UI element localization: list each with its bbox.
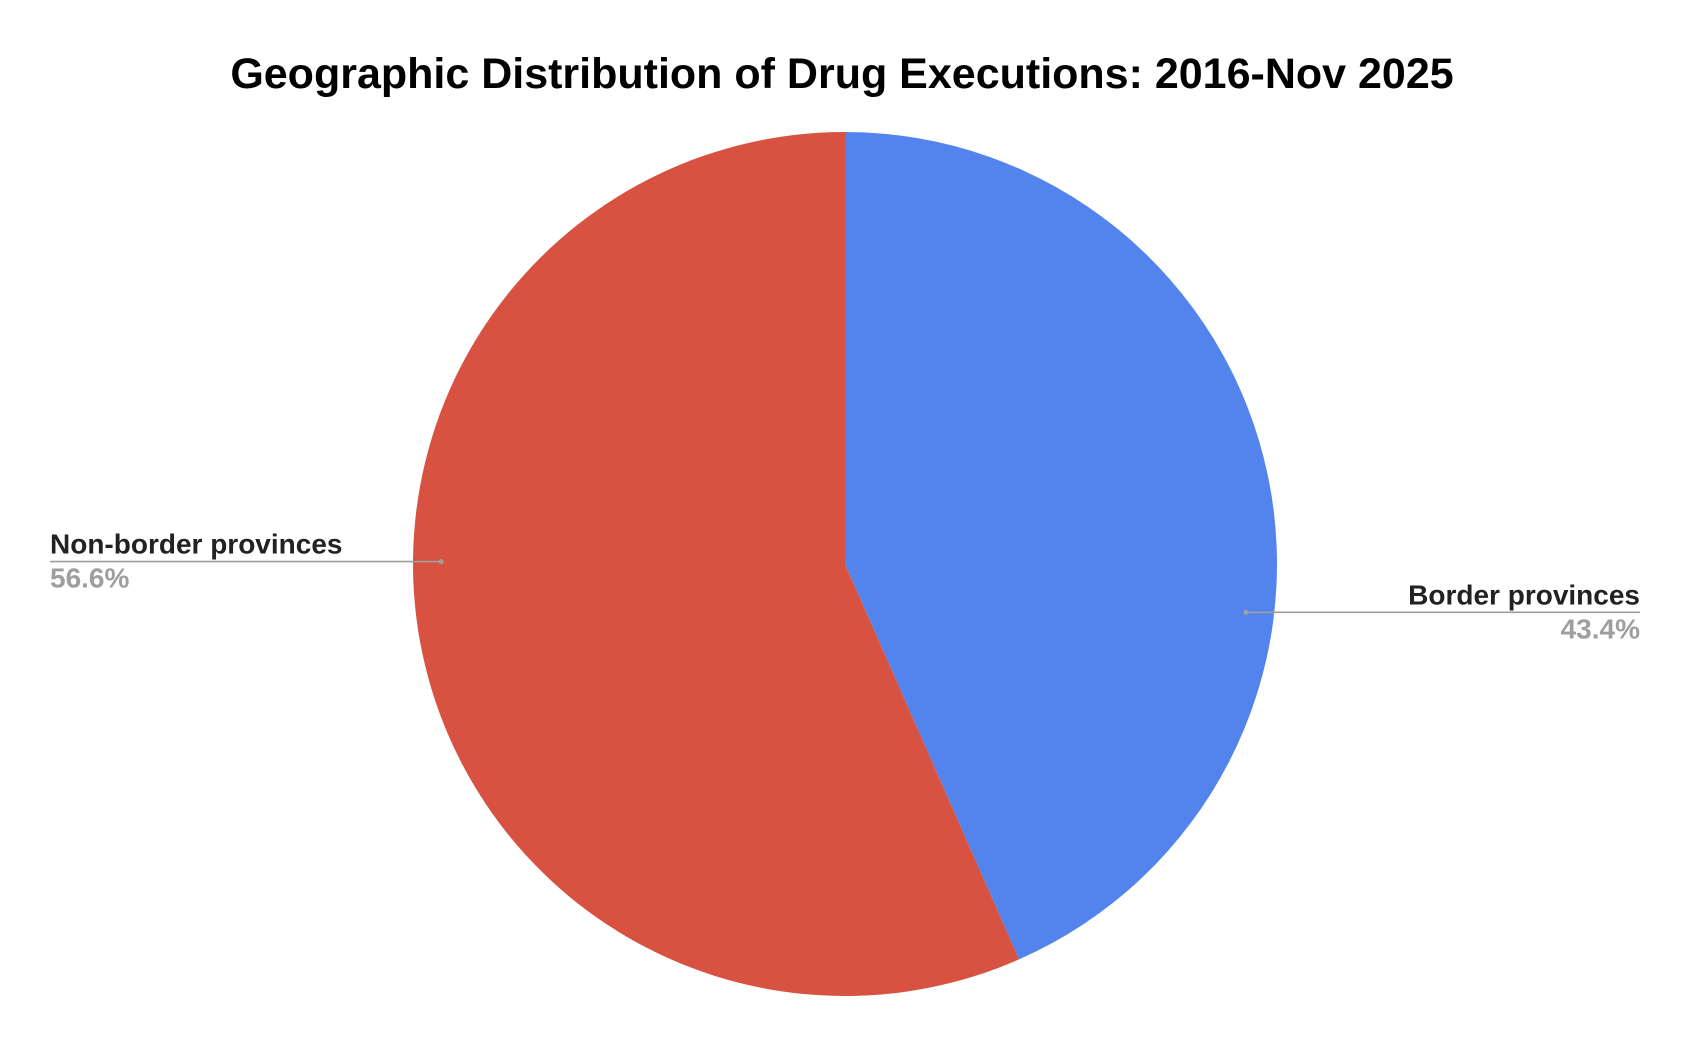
slice-label-non-border-provinces: Non-border provinces	[50, 529, 342, 560]
slice-value-non-border-provinces: 56.6%	[50, 563, 129, 594]
pie-slice-border-provinces	[845, 132, 1278, 960]
pie-slice-non-border-provinces	[413, 132, 1020, 997]
slice-value-border-provinces: 43.4%	[1561, 613, 1640, 644]
slice-label-border-provinces: Border provinces	[1408, 579, 1640, 610]
pie-slices	[413, 132, 1278, 997]
chart-title: Geographic Distribution of Drug Executio…	[230, 50, 1453, 98]
